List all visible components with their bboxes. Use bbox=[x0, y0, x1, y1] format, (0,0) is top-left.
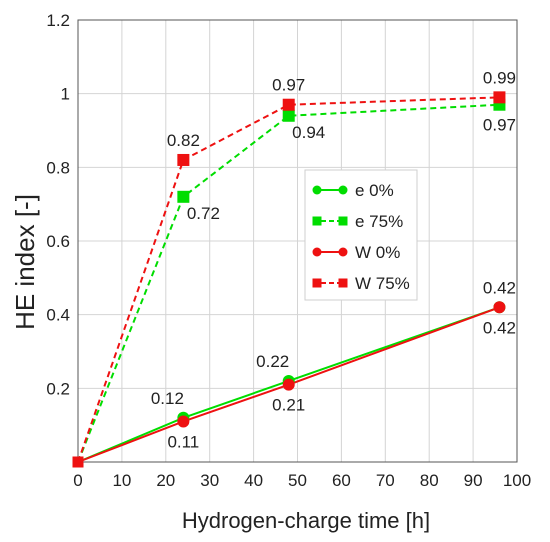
x-axis-title: Hydrogen-charge time [h] bbox=[182, 508, 430, 533]
data-label: 0.12 bbox=[151, 389, 184, 408]
data-label: 0.11 bbox=[167, 432, 199, 451]
x-tick-label: 50 bbox=[288, 471, 307, 490]
legend: e 0% e 75% W 0% W 75% bbox=[305, 170, 417, 300]
data-label: 0.82 bbox=[167, 131, 200, 150]
data-point bbox=[73, 457, 84, 468]
x-tick-label: 20 bbox=[156, 471, 175, 490]
x-tick-label: 40 bbox=[244, 471, 263, 490]
x-tick-label: 60 bbox=[332, 471, 351, 490]
data-point bbox=[283, 99, 295, 111]
data-label: 0.42 bbox=[483, 318, 516, 337]
data-label: 0.22 bbox=[256, 352, 289, 371]
data-point bbox=[493, 91, 505, 103]
data-label: 0.72 bbox=[187, 204, 220, 223]
legend-marker bbox=[313, 248, 322, 257]
data-point bbox=[283, 110, 295, 122]
legend-marker bbox=[339, 279, 348, 288]
y-tick-label: 0.8 bbox=[46, 158, 70, 177]
legend-marker bbox=[313, 186, 322, 195]
data-label: 0.97 bbox=[272, 76, 305, 95]
legend-marker bbox=[339, 217, 348, 226]
y-tick-label: 0.6 bbox=[46, 232, 70, 251]
legend-marker bbox=[339, 186, 348, 195]
x-tick-label: 80 bbox=[420, 471, 439, 490]
data-label: 0.99 bbox=[483, 68, 516, 87]
x-tick-label: 100 bbox=[503, 471, 531, 490]
legend-label: e 0% bbox=[355, 181, 394, 200]
data-label: 0.42 bbox=[483, 278, 516, 297]
legend-marker bbox=[313, 217, 322, 226]
x-tick-label: 0 bbox=[73, 471, 82, 490]
y-axis-title: HE index [-] bbox=[10, 194, 40, 330]
data-label: 0.21 bbox=[272, 396, 305, 415]
x-tick-label: 90 bbox=[464, 471, 483, 490]
y-tick-label: 1 bbox=[61, 85, 70, 104]
data-point bbox=[177, 191, 189, 203]
data-point bbox=[283, 379, 295, 391]
data-point bbox=[493, 301, 505, 313]
x-tick-label: 70 bbox=[376, 471, 395, 490]
x-tick-label: 30 bbox=[200, 471, 219, 490]
legend-label: W 0% bbox=[355, 243, 400, 262]
legend-marker bbox=[339, 248, 348, 257]
legend-label: e 75% bbox=[355, 212, 403, 231]
legend-label: W 75% bbox=[355, 274, 410, 293]
data-label: 0.94 bbox=[292, 123, 325, 142]
legend-marker bbox=[313, 279, 322, 288]
y-tick-label: 1.2 bbox=[46, 11, 70, 30]
data-label: 0.97 bbox=[483, 116, 516, 135]
x-tick-label: 10 bbox=[112, 471, 131, 490]
data-point bbox=[177, 415, 189, 427]
data-point bbox=[177, 154, 189, 166]
y-tick-label: 0.4 bbox=[46, 306, 70, 325]
y-tick-label: 0.2 bbox=[46, 379, 70, 398]
